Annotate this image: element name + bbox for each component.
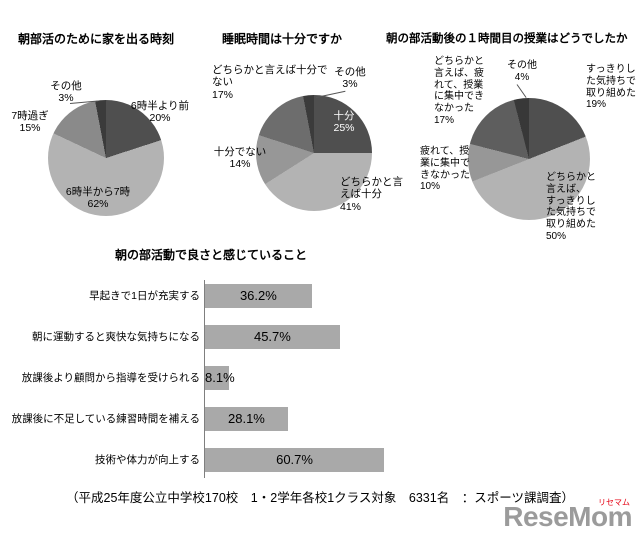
bar-category: 技術や体力が向上する (95, 454, 200, 466)
slice-label-text: 6時半より前 (130, 100, 190, 112)
slice-label-text: 十分でない (213, 146, 267, 158)
slice-label-pct: 15% (19, 122, 41, 135)
bar-practice-time: 28.1% (205, 407, 288, 431)
pie2-label-rather-enough: どちらかと言 えば十分 41% (340, 176, 410, 213)
slice-label-pct: 62% (87, 198, 109, 211)
pie3-title: 朝の部活動後の１時間目の授業はどうでしたか (386, 33, 628, 45)
bar-track: 45.7% (205, 325, 500, 349)
pie3-label-rather-refreshed: どちらかと 言えば、 すっきりし た気持ちで 取り組めた 50% (546, 172, 600, 243)
slice-label-pct: 50% (546, 230, 567, 242)
bar-coach-guidance: 8.1% (205, 366, 235, 390)
pie2-title: 睡眠時間は十分ですか (222, 32, 343, 46)
logo-ruby-text: リセマム (598, 498, 630, 507)
bar-category: 早起きで1日が充実する (89, 290, 200, 302)
pie-sleep-sufficiency (256, 95, 372, 211)
pie2-label-enough: 十分 25% (324, 110, 364, 135)
slice-label-pct: 41% (340, 200, 362, 213)
pie1-label-630-to-7: 6時半から7時 62% (56, 186, 140, 211)
slice-label-pct: 17% (212, 88, 234, 101)
slice-label-text: その他 (334, 66, 366, 78)
bar-morning-exercise: 45.7% (205, 325, 340, 349)
slice-label-text: 十分 (333, 110, 355, 122)
slice-label-text: 6時半から7時 (65, 186, 131, 198)
callout-line (516, 84, 527, 98)
pie1-label-before-630: 6時半より前 20% (126, 100, 194, 125)
slice-label-text: すっきりし た気持ちで 取り組めた (586, 64, 636, 99)
bar-category: 朝に運動すると爽快な気持ちになる (32, 331, 200, 343)
slice-label-text: その他 (50, 80, 82, 92)
pie2-label-rather-not-enough: どちらかと言えば十分で ない 17% (212, 64, 334, 101)
pie2-label-not-enough: 十分でない 14% (210, 146, 270, 171)
slice-label-pct: 19% (586, 99, 607, 111)
bar-early-rising: 36.2% (205, 284, 312, 308)
bar-track: 28.1% (205, 407, 500, 431)
slice-label-pct: 14% (229, 158, 251, 171)
pie1-title: 朝部活のために家を出る時刻 (18, 32, 175, 46)
slice-label-text: どちらかと 言えば、疲 れて、授業 に集中でき なかった (434, 56, 484, 115)
bar-skill-stamina: 60.7% (205, 448, 385, 472)
slice-label-pct: 20% (149, 112, 171, 125)
pie-first-period-class (468, 98, 590, 220)
slice-label-text: どちらかと言 えば十分 (340, 176, 403, 201)
pie3-label-tired: 疲れて、授 業に集中で きなかった 10% (420, 146, 474, 193)
pie2-label-other: その他 3% (328, 66, 372, 91)
bar-chart-axis (204, 280, 205, 478)
slice-label-pct: 25% (333, 122, 355, 135)
bar-value-label: 60.7% (276, 452, 313, 467)
bar-track: 8.1% (205, 366, 500, 390)
pie3-label-refreshed: すっきりし た気持ちで 取り組めた 19% (586, 64, 640, 111)
slice-label-pct: 3% (58, 92, 74, 105)
slice-label-text: どちらかと 言えば、 すっきりし た気持ちで 取り組めた (546, 172, 596, 231)
slice-label-text: 7時過ぎ (11, 110, 49, 122)
resemom-logo: リセマム ReseMom (503, 498, 632, 533)
bar-value-label: 28.1% (228, 411, 265, 426)
bar-chart-title: 朝の部活動で良さと感じていること (115, 248, 308, 262)
pie1-label-other: その他 3% (40, 80, 92, 105)
bar-value-label: 8.1% (205, 370, 235, 385)
slice-label-text: どちらかと言えば十分で ない (212, 64, 328, 89)
pie1-label-after-7: 7時過ぎ 15% (4, 110, 56, 135)
slice-label-pct: 17% (434, 114, 455, 126)
bar-track: 36.2% (205, 284, 500, 308)
bar-track: 60.7% (205, 448, 500, 472)
bar-value-label: 36.2% (239, 288, 277, 303)
slice-label-pct: 10% (420, 181, 441, 193)
slice-label-pct: 3% (342, 78, 358, 91)
slice-label-pct: 4% (514, 71, 530, 83)
logo-text: ReseMom (503, 501, 632, 532)
bar-value-label: 45.7% (253, 329, 291, 344)
slice-label-text: 疲れて、授 業に集中で きなかった (420, 146, 470, 181)
bar-category: 放課後に不足している練習時間を補える (11, 413, 200, 425)
slice-label-text: その他 (507, 60, 537, 71)
source-note: （平成25年度公立中学校170校 1・2学年各校1クラス対象 6331名 ：スポ… (66, 491, 574, 505)
pie3-label-other: その他 4% (500, 60, 544, 84)
bar-category: 放課後より顧問から指導を受けられる (21, 372, 200, 384)
pie-departure-time (48, 100, 164, 216)
pie3-label-rather-tired: どちらかと 言えば、疲 れて、授業 に集中でき なかった 17% (434, 56, 490, 127)
